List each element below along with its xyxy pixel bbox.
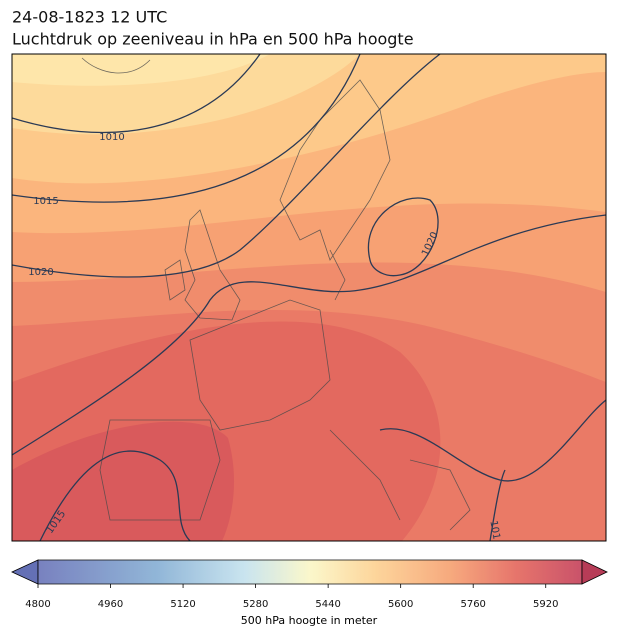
colorbar — [11, 559, 608, 585]
timestamp: 24-08-1823 12 UTC — [12, 8, 167, 27]
map-frame — [11, 53, 607, 542]
coastline — [81, 57, 471, 531]
colorbar-extend-max — [581, 559, 608, 585]
tick-label: 5760 — [460, 599, 485, 610]
band — [12, 421, 235, 541]
isobar — [367, 197, 439, 277]
colorbar-extend-min — [11, 559, 39, 585]
isobar — [12, 214, 606, 456]
tick-label: 5920 — [533, 599, 558, 610]
tick-label: 4800 — [25, 599, 50, 610]
isobar — [379, 399, 606, 482]
isobar — [489, 469, 506, 541]
tick-label: 5600 — [388, 599, 413, 610]
colorbar-bar — [37, 559, 583, 585]
contour-label: 1015 — [33, 196, 58, 207]
contour-label: 1020 — [28, 267, 53, 278]
isobar — [12, 54, 441, 278]
title: Luchtdruk op zeeniveau in hPa en 500 hPa… — [12, 30, 414, 49]
colorbar-label: 500 hPa hoogte in meter — [241, 614, 378, 627]
isobar — [12, 54, 361, 203]
isobar — [12, 54, 261, 134]
map — [12, 54, 606, 541]
contour-label: 101 — [487, 520, 501, 541]
contour-label: 1010 — [99, 132, 124, 143]
tick-label: 5120 — [170, 599, 195, 610]
tick-label: 4960 — [98, 599, 123, 610]
isobar — [39, 450, 191, 541]
tick-label: 5440 — [315, 599, 340, 610]
tick-label: 5280 — [243, 599, 268, 610]
